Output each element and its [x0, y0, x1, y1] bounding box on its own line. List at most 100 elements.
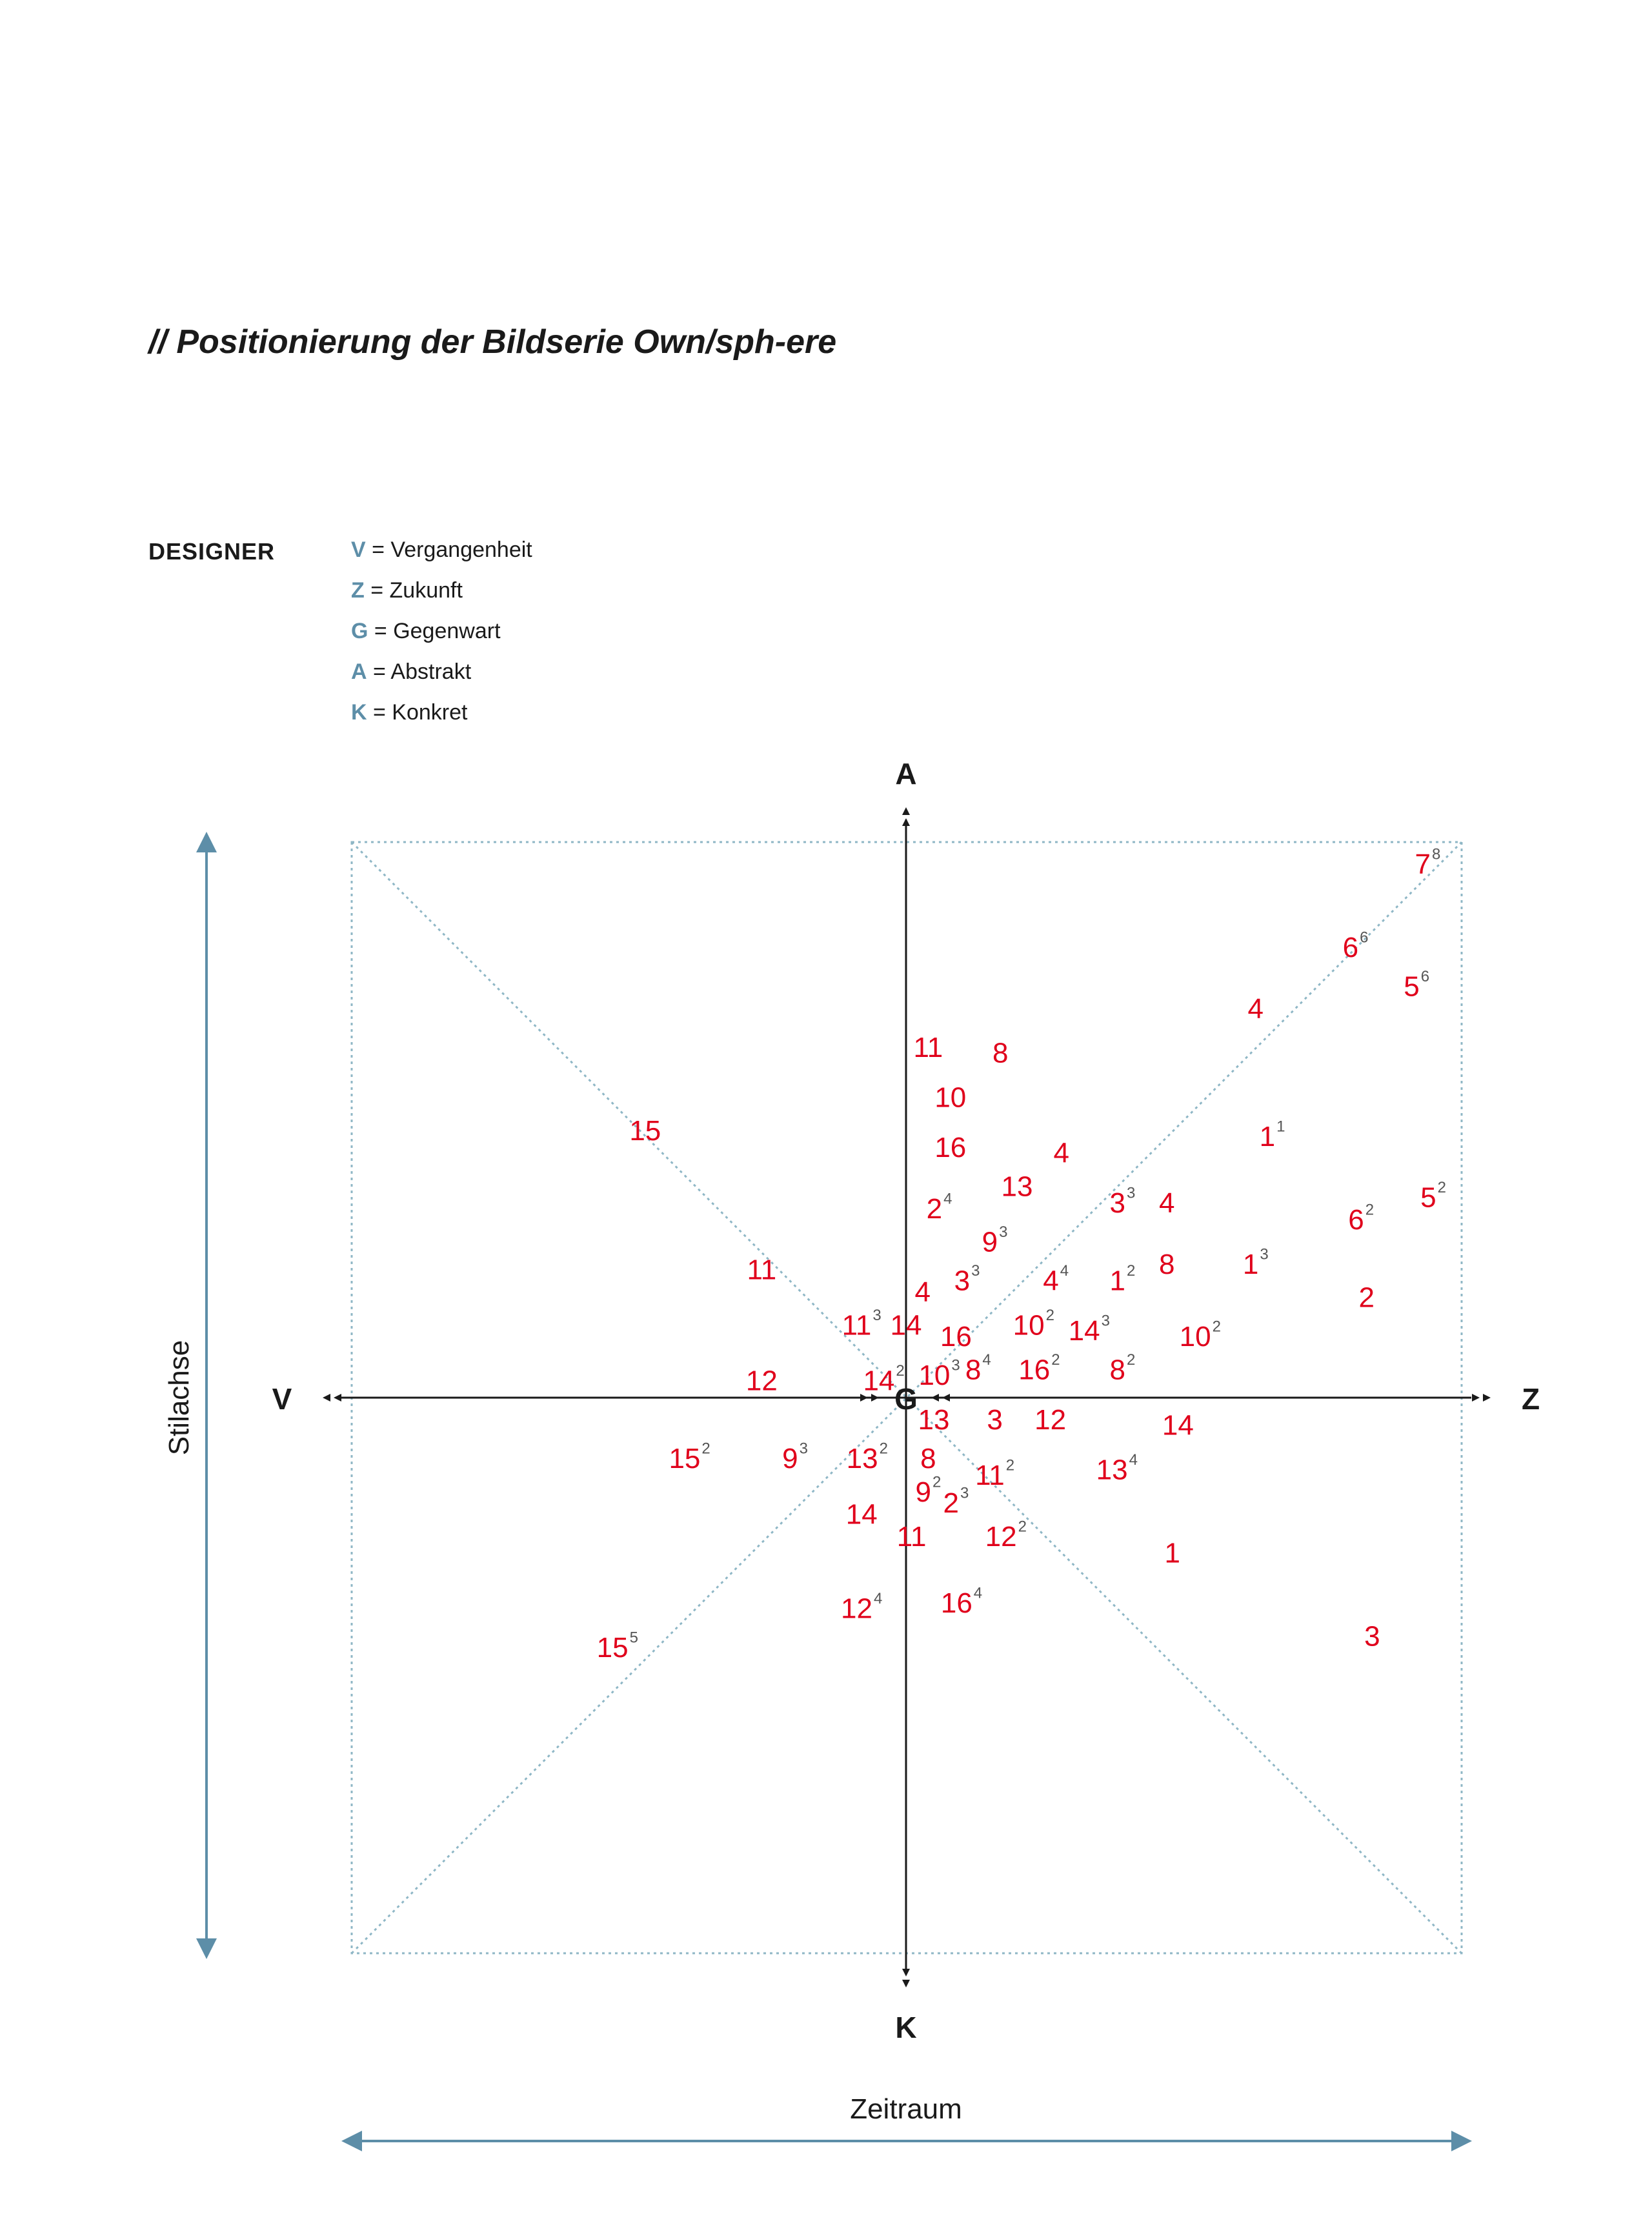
data-point-label: 8 [992, 1038, 1008, 1069]
data-point-superscript: 4 [974, 1584, 982, 1602]
data-point-superscript: 4 [1129, 1451, 1138, 1468]
data-point-superscript: 1 [1276, 1118, 1285, 1135]
data-point-label: 4 [1248, 993, 1264, 1025]
data-point-superscript: 6 [1421, 967, 1429, 985]
data-point-superscript: 2 [896, 1362, 904, 1380]
data-point-label: 33 [1109, 1184, 1135, 1219]
data-point-superscript: 2 [701, 1440, 710, 1457]
axis-end-bottom: K [895, 2011, 916, 2044]
page-title: // Positionierung der Bildserie Own/sph-… [148, 323, 837, 361]
legend-item-z: Z = Zukunft [351, 576, 532, 617]
data-point-label: 93 [782, 1440, 808, 1474]
data-point-label: 2 [1359, 1282, 1375, 1314]
data-point-superscript: 2 [1213, 1318, 1221, 1335]
data-point-superscript: 3 [1127, 1184, 1135, 1201]
data-point-label: 13 [918, 1404, 950, 1436]
data-point-superscript: 2 [1127, 1351, 1135, 1368]
data-point-superscript: 5 [630, 1629, 638, 1646]
legend-text: = Zukunft [364, 578, 463, 603]
data-point-superscript: 2 [1051, 1351, 1060, 1368]
data-point-superscript: 4 [982, 1351, 991, 1368]
axis-arrowheads [323, 807, 1491, 1987]
axis-end-left: V [272, 1382, 292, 1416]
x-axis-title: Zeitraum [850, 2093, 962, 2125]
data-point-label: 12 [1034, 1404, 1066, 1436]
data-point-label: 84 [965, 1351, 991, 1385]
legend-key: Z [351, 578, 365, 603]
data-point-superscript: 2 [1046, 1307, 1054, 1324]
data-point-superscript: 6 [1360, 929, 1368, 946]
data-point-superscript: 3 [800, 1440, 808, 1457]
axis-end-top: A [895, 757, 916, 790]
data-point-label: 92 [915, 1473, 941, 1508]
data-point-superscript: 2 [1365, 1201, 1374, 1218]
data-point-label: 14 [891, 1310, 922, 1342]
data-point-label: 56 [1404, 967, 1429, 1002]
legend-key: G [351, 619, 368, 643]
data-point-label: 44 [1043, 1262, 1069, 1297]
legend-heading: DESIGNER [148, 538, 276, 565]
data-point-superscript: 2 [932, 1473, 941, 1491]
data-point-superscript: 2 [1438, 1179, 1446, 1196]
data-point-label: 3 [1364, 1621, 1380, 1653]
data-point-superscript: 8 [1432, 845, 1440, 863]
legend-item-g: G = Gegenwart [351, 617, 532, 658]
data-point-label: 15 [629, 1115, 661, 1147]
axis-end-right: Z [1522, 1382, 1540, 1416]
data-point-label: 103 [918, 1356, 960, 1391]
data-point-superscript: 3 [951, 1356, 960, 1374]
data-point-superscript: 4 [874, 1590, 882, 1607]
data-point-label: 112 [975, 1456, 1014, 1491]
data-point-label: 102 [1013, 1307, 1054, 1342]
data-point-label: 14 [1162, 1410, 1194, 1442]
data-point-superscript: 3 [999, 1223, 1007, 1240]
data-point-superscript: 2 [1018, 1518, 1027, 1535]
data-point-label: 13 [1243, 1245, 1269, 1280]
data-point-label: 162 [1018, 1351, 1060, 1385]
data-point-superscript: 3 [960, 1484, 969, 1502]
data-point-label: 11 [1260, 1118, 1285, 1152]
data-point-label: 132 [847, 1440, 888, 1474]
data-point-label: 16 [940, 1321, 972, 1352]
data-point-superscript: 4 [1060, 1262, 1069, 1280]
data-point-label: 164 [941, 1584, 982, 1619]
data-point-label: 11 [914, 1032, 943, 1063]
data-point-label: 3 [987, 1404, 1002, 1436]
data-point-superscript: 3 [872, 1307, 881, 1324]
legend-text: = Abstrakt [367, 659, 472, 684]
data-point-label: 134 [1096, 1451, 1138, 1485]
data-point-label: 124 [841, 1590, 882, 1625]
legend-text: = Vergangenheit [365, 538, 532, 562]
data-point-label: 11 [747, 1254, 777, 1285]
data-point-label: 12 [1109, 1262, 1135, 1297]
data-point-label: 4 [1159, 1187, 1174, 1219]
data-point-label: 52 [1420, 1179, 1446, 1214]
data-point-label: 155 [597, 1629, 638, 1664]
data-point-label: 8 [920, 1443, 936, 1474]
data-point-label: 82 [1109, 1351, 1135, 1385]
data-point-label: 4 [915, 1276, 931, 1308]
data-point-label: 122 [985, 1518, 1027, 1553]
data-point-superscript: 2 [1127, 1262, 1135, 1280]
data-point-superscript: 2 [880, 1440, 888, 1457]
data-point-superscript: 3 [1260, 1245, 1268, 1263]
legend-key: V [351, 538, 366, 562]
legend-text: = Gegenwart [368, 619, 501, 643]
data-point-label: 12 [746, 1365, 778, 1397]
legend-item-k: K = Konkret [351, 698, 532, 739]
data-point-label: 8 [1159, 1249, 1174, 1280]
legend-list: V = Vergangenheit Z = Zukunft G = Gegenw… [351, 536, 532, 739]
legend-text: = Konkret [367, 700, 468, 725]
data-point-label: 33 [954, 1262, 980, 1297]
data-point-label: 11 [897, 1521, 927, 1553]
data-point-superscript: 4 [943, 1190, 952, 1207]
data-point-label: 14 [846, 1498, 878, 1530]
data-point-label: 1 [1165, 1538, 1180, 1569]
data-point-superscript: 2 [1006, 1456, 1014, 1474]
legend-key: A [351, 659, 367, 684]
data-point-label: 102 [1180, 1318, 1221, 1352]
data-point-label: 66 [1343, 929, 1369, 963]
origin-label: G [894, 1382, 918, 1416]
